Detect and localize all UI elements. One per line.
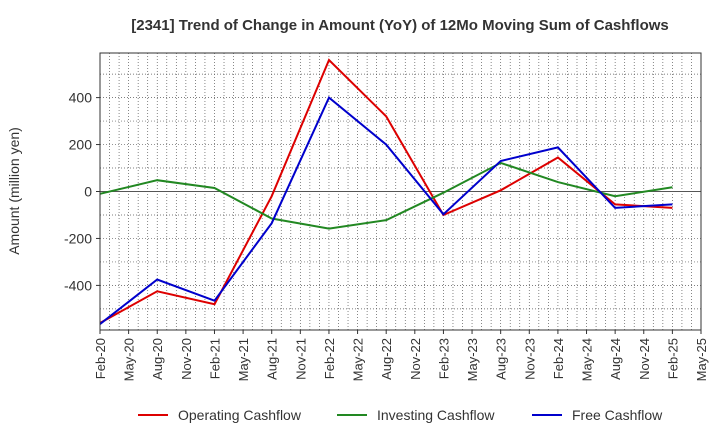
y-tick-label: -400 bbox=[64, 277, 92, 293]
x-tick-label: May-21 bbox=[236, 338, 251, 381]
series-line-free-cashflow bbox=[99, 96, 673, 325]
legend: Operating Cashflow Investing Cashflow Free… bbox=[138, 407, 663, 423]
x-tick-label: Feb-24 bbox=[551, 338, 566, 379]
x-tick-label: Aug-23 bbox=[494, 338, 509, 380]
y-tick-label: 400 bbox=[69, 90, 93, 106]
x-tick-label: Feb-21 bbox=[207, 338, 222, 379]
x-tick-label: May-25 bbox=[694, 338, 709, 381]
x-tick-label: Feb-25 bbox=[665, 338, 680, 379]
y-tick-labels: -400 -200 0 200 400 bbox=[64, 90, 100, 293]
x-tick-label: May-20 bbox=[122, 338, 137, 381]
x-tick-label: Aug-22 bbox=[379, 338, 394, 380]
x-tick-label: Aug-24 bbox=[608, 338, 623, 380]
x-tick-labels: Feb-20 May-20 Aug-20 Nov-20 Feb-21 May-21 Aug-… bbox=[93, 330, 709, 381]
y-tick-label: -200 bbox=[64, 230, 92, 246]
x-tick-label: Feb-20 bbox=[93, 338, 108, 379]
x-tick-label: Nov-24 bbox=[637, 338, 652, 380]
legend-label-operating-cashflow: Operating Cashflow bbox=[178, 407, 302, 423]
x-tick-label: May-24 bbox=[580, 338, 595, 381]
series-layer bbox=[99, 58, 673, 325]
x-tick-label: Aug-20 bbox=[150, 338, 165, 380]
x-tick-label: Nov-22 bbox=[408, 338, 423, 380]
legend-label-investing-cashflow: Investing Cashflow bbox=[377, 407, 495, 423]
legend-label-free-cashflow: Free Cashflow bbox=[572, 407, 663, 423]
chart-title: [2341] Trend of Change in Amount (YoY) o… bbox=[131, 17, 669, 34]
y-axis-label: Amount (million yen) bbox=[6, 127, 22, 255]
x-tick-label: Nov-20 bbox=[179, 338, 194, 380]
series-line-investing-cashflow bbox=[99, 161, 673, 230]
x-tick-label: May-22 bbox=[351, 338, 366, 381]
y-tick-label: 200 bbox=[69, 137, 93, 153]
x-tick-label: Aug-21 bbox=[265, 338, 280, 380]
x-tick-label: Feb-23 bbox=[436, 338, 451, 379]
x-tick-label: Feb-22 bbox=[322, 338, 337, 379]
series-line-operating-cashflow bbox=[99, 58, 673, 324]
x-tick-label: May-23 bbox=[465, 338, 480, 381]
x-tick-label: Nov-23 bbox=[522, 338, 537, 380]
y-tick-label: 0 bbox=[84, 184, 92, 200]
x-tick-label: Nov-21 bbox=[293, 338, 308, 380]
